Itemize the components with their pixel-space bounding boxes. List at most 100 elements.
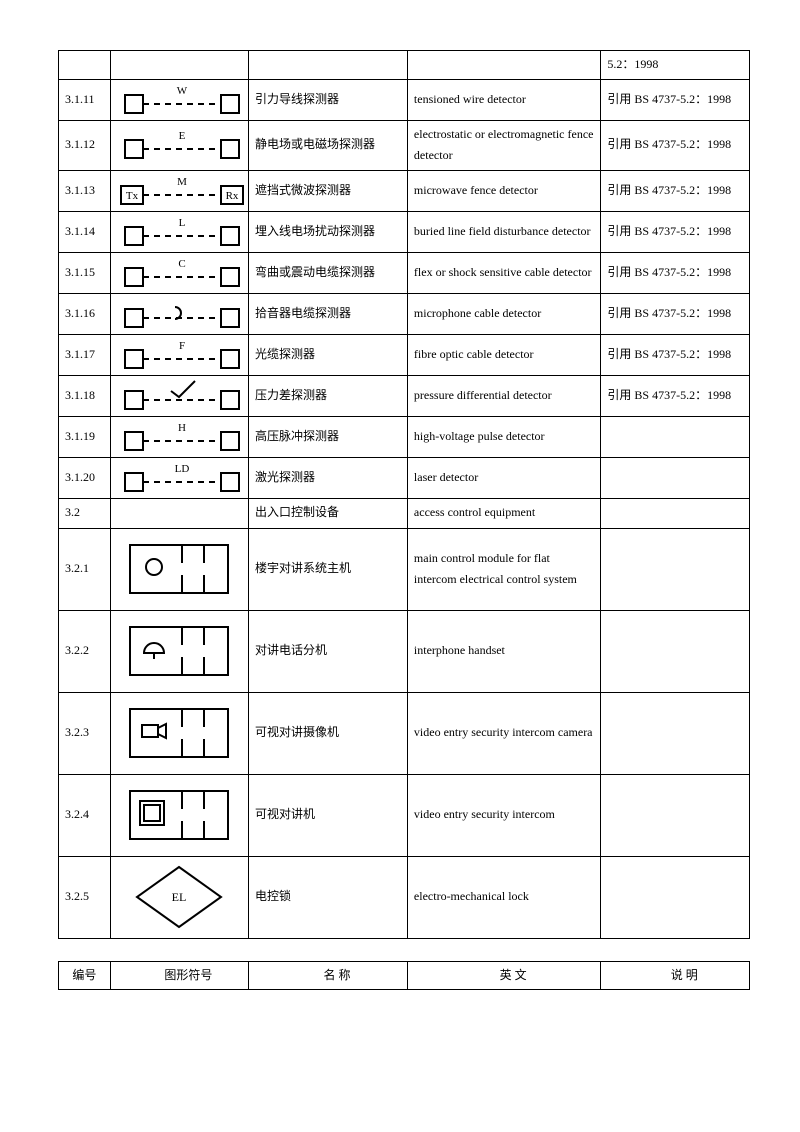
cell-cn	[249, 51, 408, 80]
cell-note: 引用 BS 4737-5.2：1998	[601, 375, 750, 416]
cell-num: 3.1.15	[59, 252, 111, 293]
cell-note	[601, 856, 750, 938]
cell-sym	[110, 528, 248, 610]
table-row: 3.2出入口控制设备access control equipment	[59, 498, 750, 528]
svg-text:W: W	[177, 85, 188, 97]
panel-symbol-icon	[124, 537, 234, 601]
cell-sym	[110, 375, 248, 416]
cell-note	[601, 457, 750, 498]
table-row: 3.1.20 LD 激光探测器laser detector	[59, 457, 750, 498]
top-remnant-row: 5.2：1998	[59, 51, 750, 80]
cell-sym: C	[110, 252, 248, 293]
cell-en: microphone cable detector	[407, 293, 600, 334]
header-note: 说 明	[601, 961, 750, 990]
header-table: 编号 图形符号 名 称 英 文 说 明	[58, 961, 750, 991]
cell-cn: 可视对讲摄像机	[249, 692, 408, 774]
cell-sym	[110, 498, 248, 528]
panel-symbol-icon	[124, 619, 234, 683]
cell-sym	[110, 692, 248, 774]
cell-sym	[110, 774, 248, 856]
table-row: 3.2.2 对讲电话分机interphone handset	[59, 610, 750, 692]
svg-text:LD: LD	[174, 463, 189, 475]
cell-num: 3.2.3	[59, 692, 111, 774]
table-row: 3.1.14 L 埋入线电场扰动探测器buried line field dis…	[59, 211, 750, 252]
cell-note: 5.2：1998	[601, 51, 750, 80]
cell-note: 引用 BS 4737-5.2：1998	[601, 293, 750, 334]
panel-symbol-icon	[124, 783, 234, 847]
cell-num: 3.1.16	[59, 293, 111, 334]
cell-note	[601, 528, 750, 610]
header-cn: 名 称	[249, 961, 408, 990]
cell-num: 3.2.1	[59, 528, 111, 610]
cell-cn: 高压脉冲探测器	[249, 416, 408, 457]
cell-cn: 拾音器电缆探测器	[249, 293, 408, 334]
cell-en: microwave fence detector	[407, 170, 600, 211]
cell-en: interphone handset	[407, 610, 600, 692]
cell-sym: F	[110, 334, 248, 375]
cell-num: 3.1.20	[59, 457, 111, 498]
detector-symbol-icon: W	[117, 83, 247, 117]
cell-cn: 电控锁	[249, 856, 408, 938]
cell-note: 引用 BS 4737-5.2：1998	[601, 79, 750, 120]
cell-cn: 弯曲或震动电缆探测器	[249, 252, 408, 293]
cell-note	[601, 774, 750, 856]
detector-symbol-icon: L	[117, 215, 247, 249]
cell-en: video entry security intercom	[407, 774, 600, 856]
cell-num: 3.1.14	[59, 211, 111, 252]
cell-en	[407, 51, 600, 80]
detector-symbol-icon: H	[117, 420, 247, 454]
cell-cn: 对讲电话分机	[249, 610, 408, 692]
cell-note: 引用 BS 4737-5.2：1998	[601, 170, 750, 211]
symbol-table: 5.2：1998 3.1.11 W 引力导线探测器tensioned wire …	[58, 50, 750, 939]
cell-cn: 激光探测器	[249, 457, 408, 498]
svg-text:H: H	[178, 422, 186, 434]
cell-sym: EL	[110, 856, 248, 938]
diamond-symbol-icon: EL	[129, 862, 229, 932]
cell-note: 引用 BS 4737-5.2：1998	[601, 211, 750, 252]
cell-sym	[110, 293, 248, 334]
cell-sym	[110, 610, 248, 692]
table-row: 3.1.12 E 静电场或电磁场探测器electrostatic or elec…	[59, 120, 750, 170]
cell-en: electro-mechanical lock	[407, 856, 600, 938]
cell-cn: 遮挡式微波探测器	[249, 170, 408, 211]
cell-en: high-voltage pulse detector	[407, 416, 600, 457]
table-row: 3.1.15 C 弯曲或震动电缆探测器flex or shock sensiti…	[59, 252, 750, 293]
cell-sym: E	[110, 120, 248, 170]
cell-cn: 引力导线探测器	[249, 79, 408, 120]
cell-en: main control module for flat intercom el…	[407, 528, 600, 610]
cell-en: buried line field disturbance detector	[407, 211, 600, 252]
cell-note	[601, 692, 750, 774]
table-row: 3.2.5 EL 电控锁electro-mechanical lock	[59, 856, 750, 938]
cell-en: pressure differential detector	[407, 375, 600, 416]
cell-note	[601, 610, 750, 692]
table-row: 3.2.1 楼宇对讲系统主机main control module for fl…	[59, 528, 750, 610]
cell-note: 引用 BS 4737-5.2：1998	[601, 334, 750, 375]
cell-num: 3.1.13	[59, 170, 111, 211]
cell-en: access control equipment	[407, 498, 600, 528]
cell-sym	[110, 51, 248, 80]
table-row: 3.1.17 F 光缆探测器fibre optic cable detector…	[59, 334, 750, 375]
svg-text:Tx: Tx	[126, 190, 139, 202]
cell-cn: 出入口控制设备	[249, 498, 408, 528]
cell-num: 3.2.5	[59, 856, 111, 938]
cell-cn: 光缆探测器	[249, 334, 408, 375]
svg-text:Rx: Rx	[225, 190, 238, 202]
cell-cn: 埋入线电场扰动探测器	[249, 211, 408, 252]
cell-note: 引用 BS 4737-5.2：1998	[601, 252, 750, 293]
cell-en: flex or shock sensitive cable detector	[407, 252, 600, 293]
cell-sym: H	[110, 416, 248, 457]
table-row: 3.2.4 可视对讲机video entry security intercom	[59, 774, 750, 856]
cell-num: 3.1.18	[59, 375, 111, 416]
svg-text:F: F	[179, 340, 185, 352]
detector-symbol-icon: E	[117, 128, 247, 162]
cell-cn: 楼宇对讲系统主机	[249, 528, 408, 610]
table-row: 3.1.13 Tx M Rx 遮挡式微波探测器microwave fence d…	[59, 170, 750, 211]
detector-symbol-icon: F	[117, 338, 247, 372]
table-row: 3.1.19 H 高压脉冲探测器high-voltage pulse detec…	[59, 416, 750, 457]
cell-sym: L	[110, 211, 248, 252]
cell-en: tensioned wire detector	[407, 79, 600, 120]
cell-num: 3.1.11	[59, 79, 111, 120]
cell-num: 3.1.17	[59, 334, 111, 375]
header-num: 编号	[59, 961, 111, 990]
detector-symbol-icon: LD	[117, 461, 247, 495]
